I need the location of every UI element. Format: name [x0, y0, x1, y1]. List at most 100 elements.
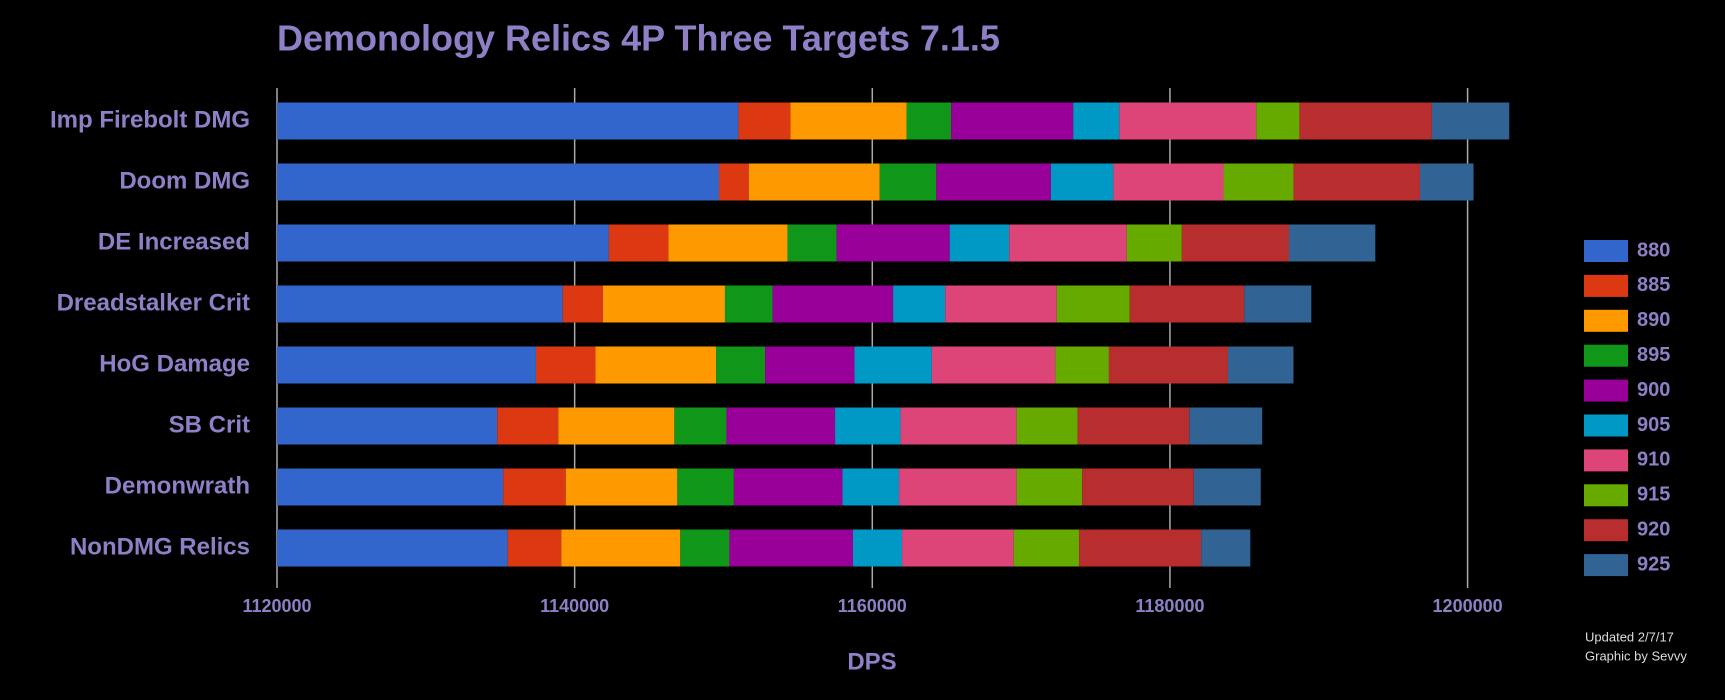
- bar-segment: [1016, 468, 1083, 506]
- bar-segment: [503, 468, 566, 506]
- bar-segment: [277, 102, 739, 140]
- bar-segment: [724, 285, 773, 323]
- bar-segment: [900, 407, 1017, 445]
- bar-segment: [1079, 529, 1202, 567]
- x-tick-label: 1140000: [540, 596, 609, 616]
- bar-segment: [535, 346, 596, 384]
- legend-label: 910: [1637, 449, 1670, 471]
- bar-segment: [879, 163, 937, 201]
- bar-segment: [716, 346, 766, 384]
- bar-segment: [277, 224, 609, 262]
- bar-segment: [680, 529, 730, 567]
- bar-segment: [899, 468, 1017, 506]
- bar-segment: [936, 163, 1051, 201]
- bar-segment: [1050, 163, 1114, 201]
- x-tick-label: 1120000: [242, 596, 311, 616]
- legend-swatch: [1584, 554, 1628, 577]
- bar-segment: [595, 346, 717, 384]
- legend-swatch: [1584, 484, 1628, 507]
- legend-swatch: [1584, 414, 1628, 437]
- bar-segment: [1077, 407, 1190, 445]
- bar-segment: [1223, 163, 1294, 201]
- bar-segment: [835, 407, 901, 445]
- bar-segment: [1113, 163, 1224, 201]
- bar-segment: [772, 285, 894, 323]
- bar-segment: [1009, 224, 1127, 262]
- bar-segment: [790, 102, 907, 140]
- bar-segment: [1013, 529, 1080, 567]
- bar-segment: [842, 468, 900, 506]
- bar-segment: [1016, 407, 1078, 445]
- annotation: Graphic by Sevvy: [1585, 648, 1687, 663]
- bar-segment: [1227, 346, 1294, 384]
- legend-label: 885: [1637, 274, 1670, 296]
- bar-segment: [1289, 224, 1376, 262]
- bar-segment: [1073, 102, 1120, 140]
- bar-segment: [277, 346, 536, 384]
- bar-segment: [497, 407, 559, 445]
- bar-segment: [561, 529, 681, 567]
- bar-segment: [931, 346, 1056, 384]
- bar-segment: [719, 163, 749, 201]
- bar-segment: [1108, 346, 1228, 384]
- bar-segment: [951, 102, 1074, 140]
- bar-segment: [668, 224, 788, 262]
- bar-segment: [277, 529, 508, 567]
- y-tick-label: Doom DMG: [119, 167, 250, 194]
- bar-segment: [1082, 468, 1194, 506]
- bar-segment: [558, 407, 675, 445]
- bar-segment: [836, 224, 950, 262]
- y-tick-label: Demonwrath: [105, 472, 250, 499]
- bar-segment: [726, 407, 836, 445]
- bar-segment: [277, 407, 498, 445]
- x-axis-label: DPS: [847, 648, 896, 675]
- bar-segment: [748, 163, 880, 201]
- x-tick-label: 1160000: [838, 596, 907, 616]
- bar-segment: [1299, 102, 1432, 140]
- x-tick-label: 1180000: [1135, 596, 1204, 616]
- bar-segment: [565, 468, 678, 506]
- annotation: Updated 2/7/17: [1585, 629, 1674, 644]
- legend-label: 905: [1637, 414, 1670, 436]
- bar-segment: [902, 529, 1014, 567]
- legend-swatch: [1584, 309, 1628, 332]
- bar-segment: [854, 346, 932, 384]
- legend-swatch: [1584, 379, 1628, 402]
- bar-segment: [674, 407, 727, 445]
- bar-segment: [765, 346, 855, 384]
- bar-segment: [562, 285, 603, 323]
- bar-segment: [1201, 529, 1251, 567]
- bar-segment: [1119, 102, 1257, 140]
- bar-segment: [945, 285, 1057, 323]
- bar-segment: [733, 468, 843, 506]
- legend-label: 900: [1637, 379, 1670, 401]
- y-tick-label: HoG Damage: [99, 350, 250, 377]
- bar-segment: [1189, 407, 1263, 445]
- bar-segment: [1181, 224, 1289, 262]
- bar-segment: [949, 224, 1010, 262]
- bar-segment: [1419, 163, 1474, 201]
- bar-segment: [1193, 468, 1261, 506]
- bar-segment: [906, 102, 952, 140]
- legend-swatch: [1584, 344, 1628, 367]
- legend-swatch: [1584, 519, 1628, 542]
- y-tick-label: SB Crit: [169, 411, 250, 438]
- legend-label: 925: [1637, 553, 1670, 575]
- x-tick-label: 1200000: [1433, 596, 1503, 616]
- bar-segment: [893, 285, 946, 323]
- bar-segment: [608, 224, 669, 262]
- legend-label: 880: [1637, 239, 1670, 261]
- bar-segment: [677, 468, 734, 506]
- legend-label: 890: [1637, 309, 1670, 331]
- bar-segment: [1256, 102, 1300, 140]
- y-tick-label: DE Increased: [98, 228, 250, 255]
- bar-segment: [277, 285, 563, 323]
- legend-label: 920: [1637, 518, 1670, 540]
- bar-segment: [507, 529, 562, 567]
- bar-segment: [738, 102, 791, 140]
- bar-segment: [1126, 224, 1182, 262]
- bar-segment: [1293, 163, 1420, 201]
- y-tick-label: NonDMG Relics: [70, 533, 250, 560]
- legend-swatch: [1584, 240, 1628, 262]
